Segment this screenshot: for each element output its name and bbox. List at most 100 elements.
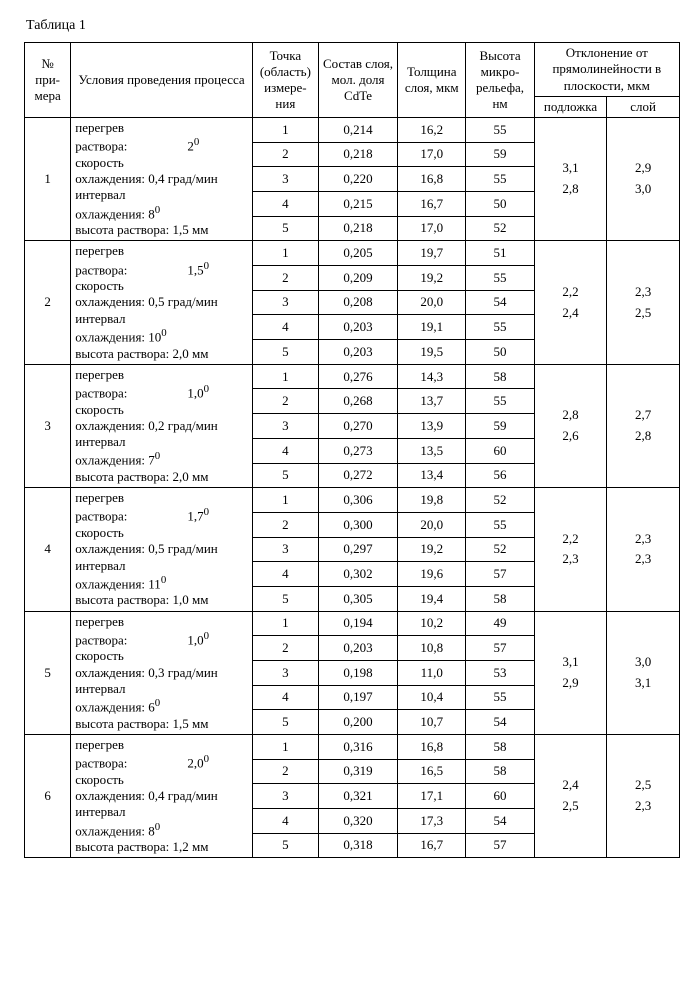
header-deviation-sub: подложка [534, 96, 607, 117]
thickness-cell: 13,4 [398, 463, 466, 488]
conditions-cell: перегревраствора:20скоростьохлаждения: 0… [71, 118, 253, 241]
deviation-layer-cell: 3,03,1 [607, 611, 680, 734]
composition-cell: 0,320 [318, 809, 397, 834]
table-head: № при-мера Условия проведения процесса Т… [25, 43, 680, 118]
example-number: 3 [25, 364, 71, 487]
table-row: 1перегревраствора:20скоростьохлаждения: … [25, 118, 680, 143]
point-cell: 1 [252, 488, 318, 513]
deviation-layer-cell: 2,93,0 [607, 118, 680, 241]
point-cell: 1 [252, 735, 318, 760]
relief-cell: 57 [466, 636, 534, 661]
point-cell: 1 [252, 241, 318, 266]
composition-cell: 0,297 [318, 537, 397, 562]
point-cell: 3 [252, 167, 318, 192]
point-cell: 1 [252, 611, 318, 636]
relief-cell: 57 [466, 833, 534, 858]
composition-cell: 0,218 [318, 216, 397, 241]
point-cell: 5 [252, 710, 318, 735]
thickness-cell: 11,0 [398, 660, 466, 685]
thickness-cell: 13,5 [398, 438, 466, 463]
table-row: 4перегревраствора:1,70скоростьохлаждения… [25, 488, 680, 513]
point-cell: 4 [252, 562, 318, 587]
point-cell: 3 [252, 784, 318, 809]
relief-cell: 50 [466, 340, 534, 365]
relief-cell: 55 [466, 685, 534, 710]
thickness-cell: 16,8 [398, 735, 466, 760]
thickness-cell: 16,7 [398, 833, 466, 858]
deviation-substrate-cell: 2,82,6 [534, 364, 607, 487]
relief-cell: 49 [466, 611, 534, 636]
composition-cell: 0,220 [318, 167, 397, 192]
thickness-cell: 17,0 [398, 216, 466, 241]
relief-cell: 58 [466, 735, 534, 760]
relief-cell: 58 [466, 759, 534, 784]
composition-cell: 0,218 [318, 142, 397, 167]
example-number: 6 [25, 735, 71, 858]
composition-cell: 0,270 [318, 414, 397, 439]
composition-cell: 0,200 [318, 710, 397, 735]
point-cell: 1 [252, 364, 318, 389]
point-cell: 4 [252, 192, 318, 217]
point-cell: 2 [252, 142, 318, 167]
thickness-cell: 10,4 [398, 685, 466, 710]
point-cell: 5 [252, 216, 318, 241]
deviation-layer-cell: 2,32,3 [607, 488, 680, 611]
table-body: 1перегревраствора:20скоростьохлаждения: … [25, 118, 680, 858]
thickness-cell: 13,9 [398, 414, 466, 439]
composition-cell: 0,203 [318, 340, 397, 365]
table-row: 3перегревраствора:1,00скоростьохлаждения… [25, 364, 680, 389]
header-thickness: Толщина слоя, мкм [398, 43, 466, 118]
point-cell: 2 [252, 759, 318, 784]
point-cell: 5 [252, 340, 318, 365]
table-row: 5перегревраствора:1,00скоростьохлаждения… [25, 611, 680, 636]
deviation-layer-cell: 2,72,8 [607, 364, 680, 487]
composition-cell: 0,194 [318, 611, 397, 636]
point-cell: 4 [252, 315, 318, 340]
example-number: 1 [25, 118, 71, 241]
composition-cell: 0,273 [318, 438, 397, 463]
deviation-substrate-cell: 3,12,8 [534, 118, 607, 241]
composition-cell: 0,203 [318, 315, 397, 340]
conditions-cell: перегревраствора:1,50скоростьохлаждения:… [71, 241, 253, 364]
relief-cell: 56 [466, 463, 534, 488]
thickness-cell: 19,2 [398, 537, 466, 562]
thickness-cell: 19,2 [398, 266, 466, 291]
composition-cell: 0,208 [318, 290, 397, 315]
thickness-cell: 19,6 [398, 562, 466, 587]
point-cell: 1 [252, 118, 318, 143]
relief-cell: 55 [466, 118, 534, 143]
header-conditions: Условия проведения процесса [71, 43, 253, 118]
point-cell: 2 [252, 512, 318, 537]
relief-cell: 52 [466, 488, 534, 513]
header-composition: Состав слоя, мол. доля CdTe [318, 43, 397, 118]
relief-cell: 59 [466, 414, 534, 439]
conditions-cell: перегревраствора:2,00скоростьохлаждения:… [71, 735, 253, 858]
thickness-cell: 14,3 [398, 364, 466, 389]
thickness-cell: 20,0 [398, 290, 466, 315]
thickness-cell: 17,1 [398, 784, 466, 809]
composition-cell: 0,272 [318, 463, 397, 488]
deviation-layer-cell: 2,52,3 [607, 735, 680, 858]
table-row: 2перегревраствора:1,50скоростьохлаждения… [25, 241, 680, 266]
header-point: Точка (область) измере-ния [252, 43, 318, 118]
example-number: 5 [25, 611, 71, 734]
conditions-cell: перегревраствора:1,00скоростьохлаждения:… [71, 364, 253, 487]
relief-cell: 54 [466, 809, 534, 834]
relief-cell: 52 [466, 537, 534, 562]
header-deviation-layer: слой [607, 96, 680, 117]
thickness-cell: 16,5 [398, 759, 466, 784]
point-cell: 2 [252, 266, 318, 291]
composition-cell: 0,203 [318, 636, 397, 661]
thickness-cell: 10,7 [398, 710, 466, 735]
relief-cell: 60 [466, 784, 534, 809]
composition-cell: 0,305 [318, 586, 397, 611]
thickness-cell: 16,8 [398, 167, 466, 192]
data-table: № при-мера Условия проведения процесса Т… [24, 42, 680, 858]
point-cell: 4 [252, 809, 318, 834]
point-cell: 3 [252, 660, 318, 685]
thickness-cell: 16,2 [398, 118, 466, 143]
example-number: 2 [25, 241, 71, 364]
composition-cell: 0,321 [318, 784, 397, 809]
relief-cell: 54 [466, 710, 534, 735]
relief-cell: 51 [466, 241, 534, 266]
